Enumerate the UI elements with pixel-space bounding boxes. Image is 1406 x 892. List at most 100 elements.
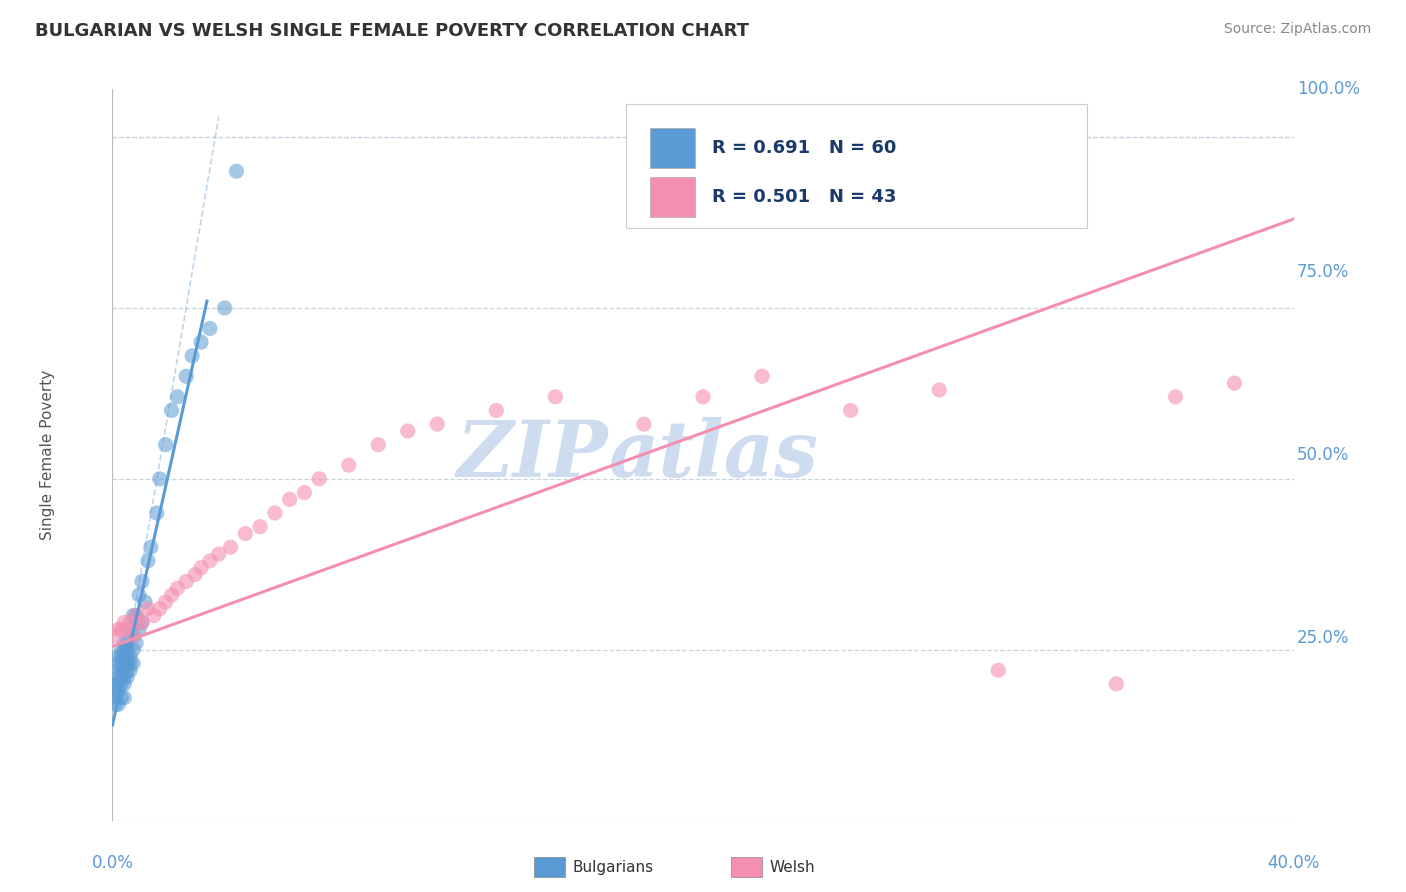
Point <box>987 663 1010 677</box>
Point <box>128 622 150 636</box>
Point <box>633 417 655 432</box>
Point <box>219 540 242 554</box>
Point <box>120 649 142 664</box>
Point <box>149 472 172 486</box>
Point <box>190 560 212 574</box>
Point <box>1223 376 1246 391</box>
Point <box>117 649 138 664</box>
Point <box>544 390 567 404</box>
Point <box>166 581 188 595</box>
Point <box>198 321 221 335</box>
Point <box>104 698 127 712</box>
Text: Source: ZipAtlas.com: Source: ZipAtlas.com <box>1223 22 1371 37</box>
Point <box>117 622 138 636</box>
Point <box>146 506 169 520</box>
Point <box>249 519 271 533</box>
Point <box>134 595 156 609</box>
Point <box>128 615 150 630</box>
Point <box>751 369 773 384</box>
Point <box>107 657 129 671</box>
Point <box>122 642 145 657</box>
Point <box>104 690 127 705</box>
Point <box>107 663 129 677</box>
Point <box>112 663 135 677</box>
Point <box>139 540 162 554</box>
Point <box>125 608 148 623</box>
Point <box>107 649 129 664</box>
Point <box>174 574 197 589</box>
Point <box>112 690 135 705</box>
Point <box>367 438 389 452</box>
Point <box>122 608 145 623</box>
Point <box>120 622 142 636</box>
Point <box>107 677 129 691</box>
Point <box>1164 390 1187 404</box>
Point <box>233 526 256 541</box>
Point <box>264 506 287 520</box>
Point <box>155 595 177 609</box>
Point <box>131 615 153 630</box>
Point <box>149 601 172 615</box>
Point <box>107 622 129 636</box>
Bar <box>650 177 695 217</box>
Text: BULGARIAN VS WELSH SINGLE FEMALE POVERTY CORRELATION CHART: BULGARIAN VS WELSH SINGLE FEMALE POVERTY… <box>35 22 749 40</box>
Point <box>485 403 508 417</box>
Point <box>136 554 159 568</box>
Point <box>136 601 159 615</box>
Point <box>160 588 183 602</box>
Text: 50.0%: 50.0% <box>1298 446 1350 464</box>
Point <box>131 574 153 589</box>
Point <box>110 642 132 657</box>
Text: 25.0%: 25.0% <box>1298 629 1350 647</box>
Point <box>110 657 132 671</box>
Point <box>1105 677 1128 691</box>
Point <box>166 390 188 404</box>
Text: Bulgarians: Bulgarians <box>572 860 654 874</box>
Point <box>190 335 212 350</box>
Point <box>112 657 135 671</box>
Point <box>107 670 129 684</box>
Text: 100.0%: 100.0% <box>1298 80 1360 98</box>
Point <box>120 663 142 677</box>
Point <box>308 472 330 486</box>
Text: 0.0%: 0.0% <box>91 854 134 871</box>
Point <box>174 369 197 384</box>
Point <box>112 615 135 630</box>
Point <box>120 657 142 671</box>
Point <box>184 567 207 582</box>
FancyBboxPatch shape <box>626 103 1087 228</box>
Point <box>928 383 950 397</box>
Point <box>122 657 145 671</box>
Point <box>117 636 138 650</box>
Point <box>117 657 138 671</box>
Point <box>426 417 449 432</box>
Text: R = 0.501   N = 43: R = 0.501 N = 43 <box>713 187 897 206</box>
Point <box>396 424 419 438</box>
Point <box>110 663 132 677</box>
Point <box>292 485 315 500</box>
Point <box>110 649 132 664</box>
Point <box>839 403 862 417</box>
Point <box>131 615 153 630</box>
Point <box>125 608 148 623</box>
Point <box>117 642 138 657</box>
Point <box>117 670 138 684</box>
Point <box>110 690 132 705</box>
Point <box>112 642 135 657</box>
Text: 75.0%: 75.0% <box>1298 263 1350 281</box>
Point <box>104 677 127 691</box>
Point <box>278 492 301 507</box>
Point <box>120 615 142 630</box>
Text: Welsh: Welsh <box>769 860 814 874</box>
Point <box>214 301 236 315</box>
Text: Single Female Poverty: Single Female Poverty <box>39 370 55 540</box>
Text: atlas: atlas <box>609 417 818 493</box>
Point <box>104 683 127 698</box>
Point <box>110 670 132 684</box>
Point <box>155 438 177 452</box>
Point <box>208 547 231 561</box>
Point <box>112 677 135 691</box>
Point <box>110 622 132 636</box>
Point <box>198 554 221 568</box>
Text: ZIP: ZIP <box>457 417 609 493</box>
